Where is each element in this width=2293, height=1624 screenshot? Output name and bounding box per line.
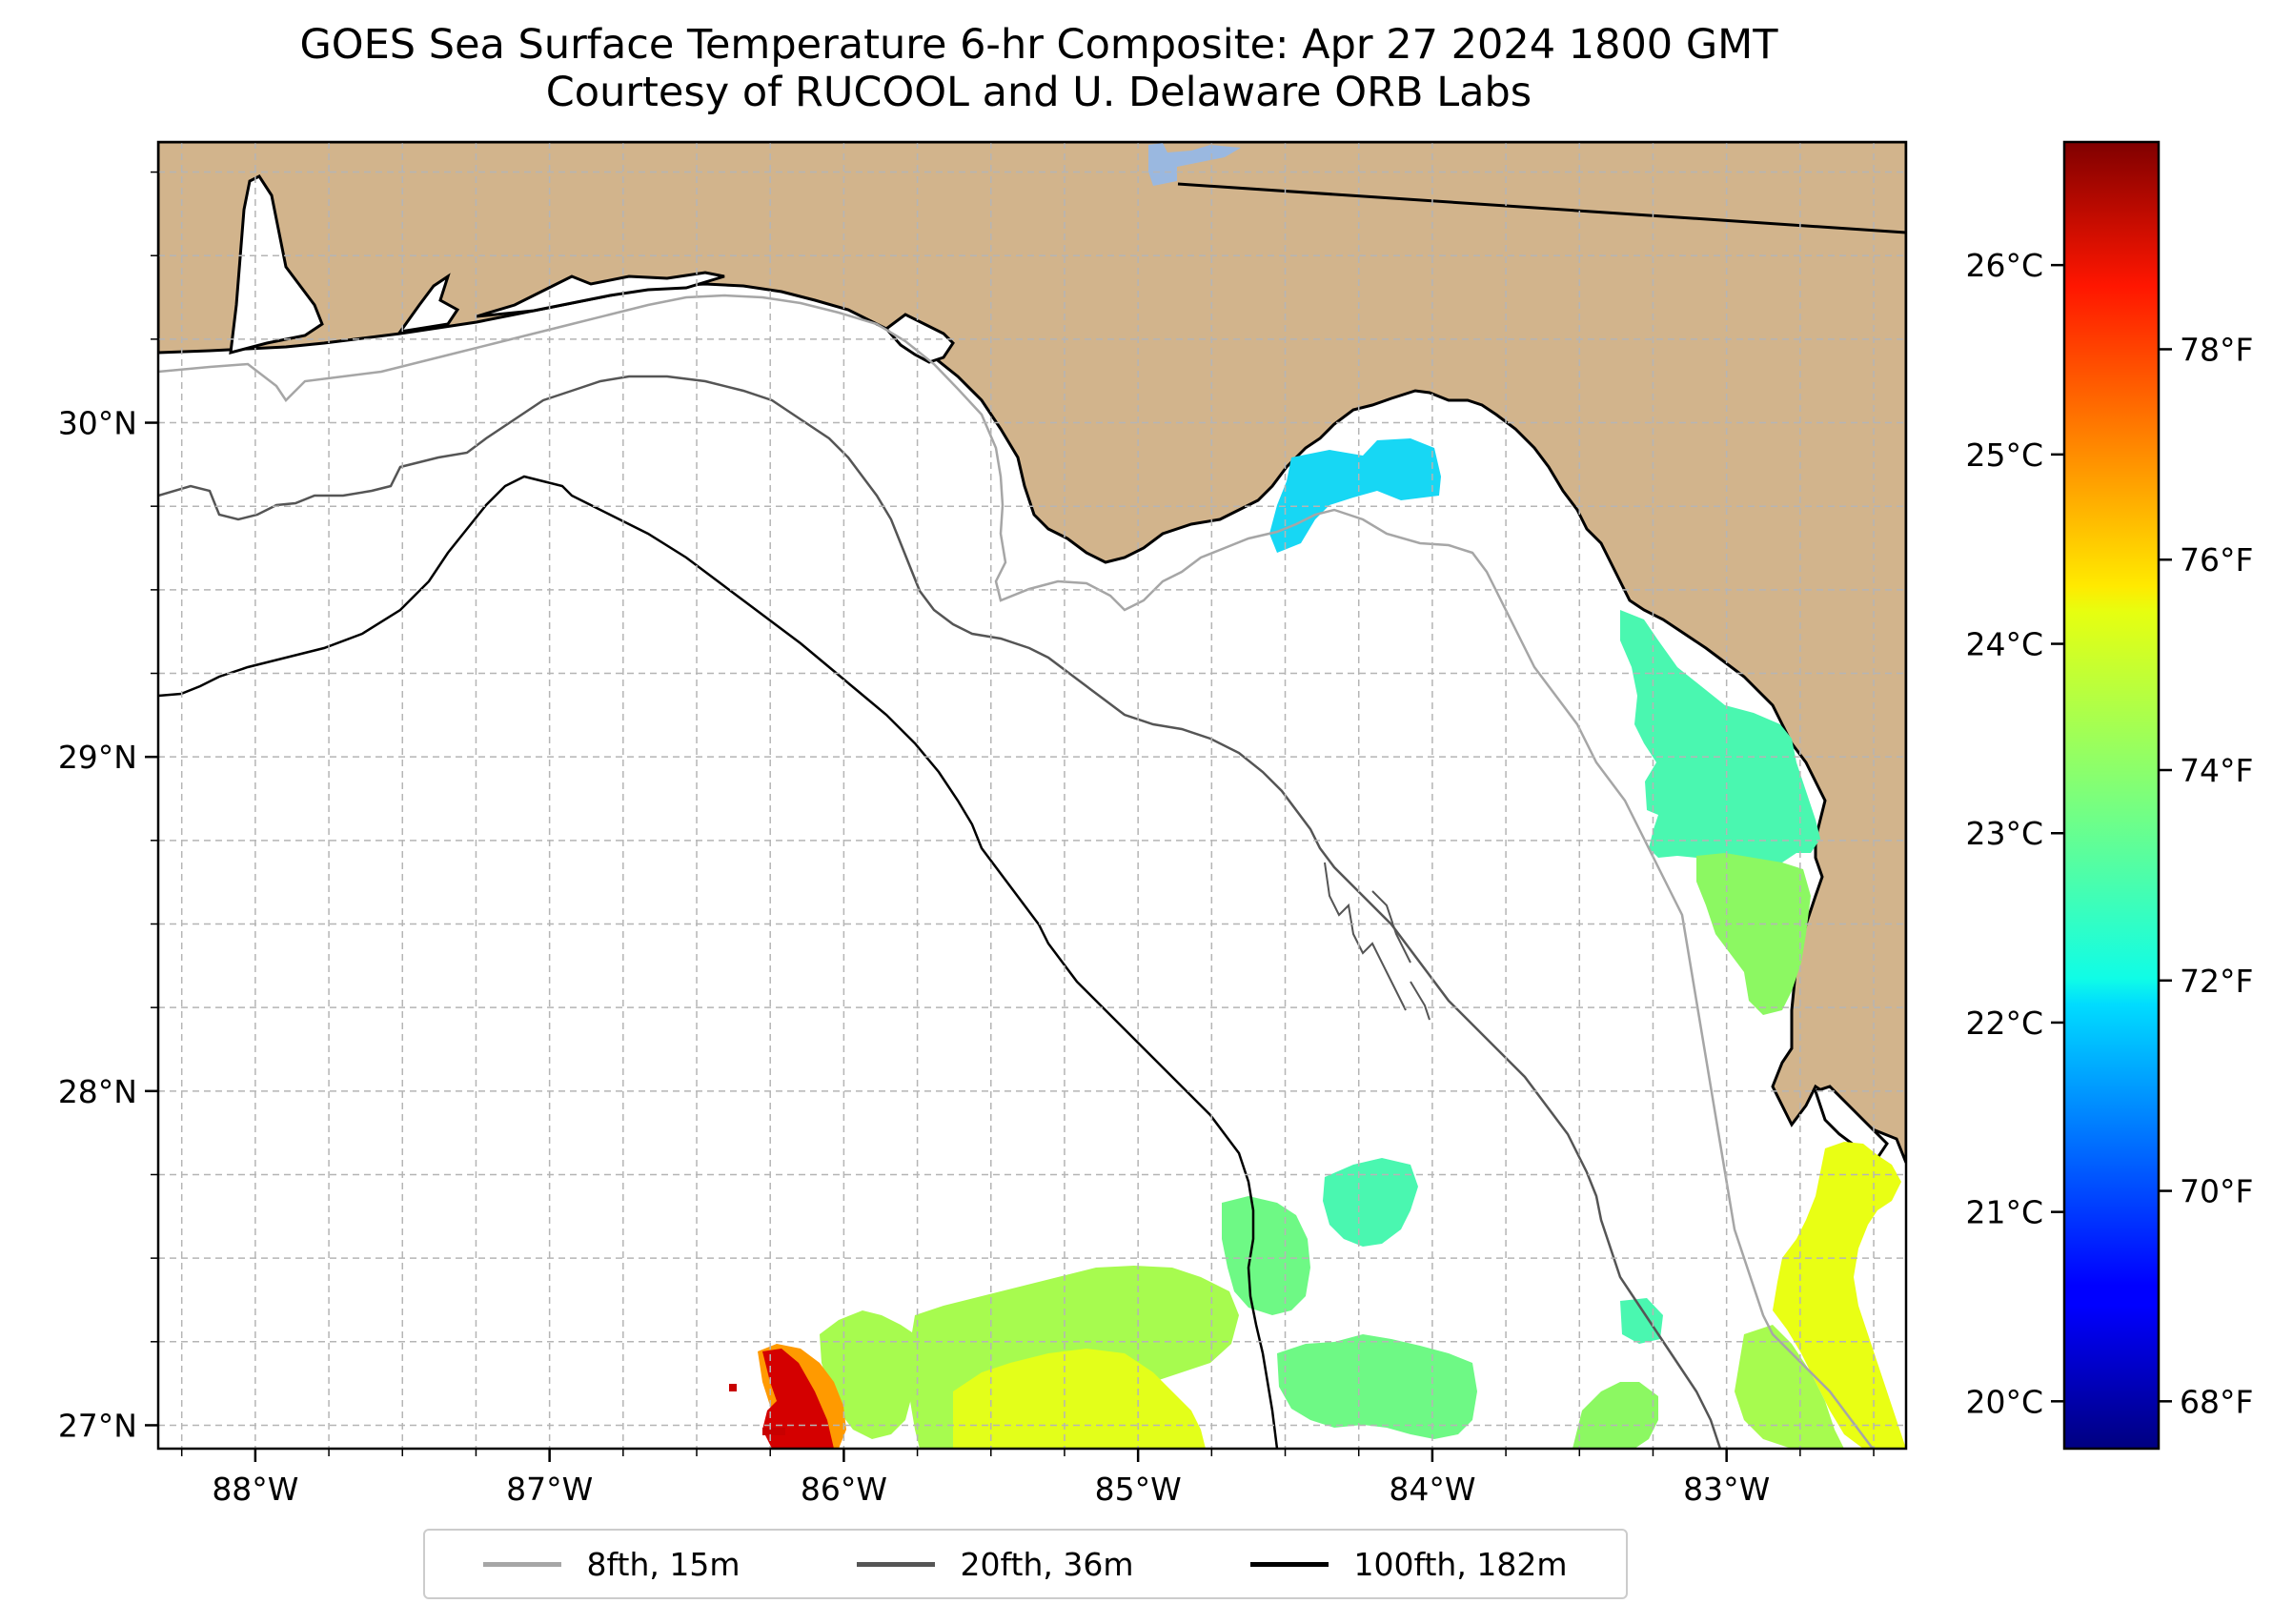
sst-patch-southwest-warm-spot xyxy=(762,1349,834,1449)
lake-seminole xyxy=(1148,143,1241,186)
map-axis-ticks: 88°W 87°W 86°W 85°W 84°W 83°W 27°N 28°N 29°N 30°N xyxy=(58,171,1875,1508)
state-boundary-line xyxy=(1177,182,1906,234)
sst-patch-central-south xyxy=(1277,1334,1477,1439)
colorbar xyxy=(2062,140,2161,1451)
lat-tick-label: 29°N xyxy=(58,739,137,776)
map-gridlines xyxy=(158,142,1906,1449)
isobath-8fth-15m xyxy=(158,294,1874,1449)
legend-swatch-20fth xyxy=(857,1561,936,1567)
colorbar-fahrenheit-label: 78°F xyxy=(2180,331,2253,368)
sst-patch-apalachee-bay xyxy=(1269,438,1441,553)
colorbar-celsius-label: 23°C xyxy=(1965,815,2043,852)
legend-swatch-8fth xyxy=(483,1561,562,1567)
sst-patch-offshore-east-south xyxy=(1573,1382,1658,1449)
lon-tick-label: 83°W xyxy=(1683,1471,1770,1508)
sst-layer xyxy=(729,438,1906,1449)
legend-entry-100fth: 100fth, 182m xyxy=(1250,1546,1567,1583)
choctawhatchee-bay xyxy=(476,271,725,318)
legend-entry-8fth: 8fth, 15m xyxy=(483,1545,741,1583)
pensacola-bay xyxy=(396,273,460,335)
isobath-legend: 8fth, 15m 20fth, 36m 100fth, 182m xyxy=(423,1529,1628,1599)
legend-label-8fth: 8fth, 15m xyxy=(586,1545,741,1583)
lat-tick-label: 28°N xyxy=(58,1073,137,1110)
isobath-20fth-36m xyxy=(158,375,1722,1449)
mobile-bay xyxy=(229,174,324,355)
tampa-bay xyxy=(1814,1085,1889,1160)
colorbar-fahrenheit-label: 74°F xyxy=(2180,752,2253,789)
colorbar-fahrenheit-label: 68°F xyxy=(2180,1383,2253,1420)
sst-patch-tampa-south xyxy=(1735,1325,1844,1449)
lat-tick-label: 30°N xyxy=(58,405,137,442)
colorbar-ticks: 20°C 21°C 22°C 23°C 24°C 25°C 26°C 68°F 70°F 72°F… xyxy=(1965,247,2253,1420)
sst-patch-south-central-warm xyxy=(953,1349,1206,1449)
colorbar-celsius-label: 20°C xyxy=(1965,1383,2043,1420)
lon-tick-label: 84°W xyxy=(1389,1471,1475,1508)
lat-tick-label: 27°N xyxy=(58,1407,137,1444)
map-title-line-2: Courtesy of RUCOOL and U. Delaware ORB L… xyxy=(545,69,1532,116)
map-frame xyxy=(156,140,1908,1451)
colorbar-celsius-label: 24°C xyxy=(1965,626,2043,663)
sst-pixel-southwest xyxy=(729,1384,737,1391)
lon-tick-label: 88°W xyxy=(212,1471,298,1508)
map-title: GOES Sea Surface Temperature 6-hr Compos… xyxy=(0,21,2078,116)
colorbar-fahrenheit-label: 72°F xyxy=(2180,963,2253,1000)
legend-swatch-100fth xyxy=(1250,1561,1329,1567)
colorbar-celsius-label: 25°C xyxy=(1965,436,2043,474)
sst-patch-big-bend-coast xyxy=(1620,610,1820,872)
st-andrew-bay xyxy=(883,313,955,364)
colorbar-celsius-label: 21°C xyxy=(1965,1194,2043,1231)
colorbar-celsius-label: 22°C xyxy=(1965,1005,2043,1042)
isobath-100fth-182m xyxy=(158,475,1279,1449)
legend-label-20fth: 20fth, 36m xyxy=(960,1545,1134,1583)
lon-tick-label: 87°W xyxy=(506,1471,593,1508)
map-title-line-1: GOES Sea Surface Temperature 6-hr Compos… xyxy=(299,21,1778,69)
sst-patch-big-bend-south xyxy=(1696,853,1811,1015)
colorbar-fahrenheit-label: 76°F xyxy=(2180,541,2253,579)
colorbar-celsius-label: 26°C xyxy=(1965,247,2043,284)
colorbar-fahrenheit-label: 70°F xyxy=(2180,1173,2253,1210)
sst-patch-west-green xyxy=(820,1310,917,1439)
sst-pixel-southwest-2 xyxy=(762,1428,785,1435)
sst-patch-tampa-bay-coast xyxy=(1773,1142,1906,1449)
legend-label-100fth: 100fth, 182m xyxy=(1353,1545,1568,1583)
sst-patch-central-north-b xyxy=(1222,1196,1310,1315)
legend-entry-20fth: 20fth, 36m xyxy=(857,1546,1133,1583)
isobath-lines xyxy=(158,294,1874,1449)
lon-tick-label: 86°W xyxy=(801,1471,887,1508)
lon-tick-label: 85°W xyxy=(1095,1471,1182,1508)
sst-patch-central-north-a xyxy=(1323,1158,1418,1247)
